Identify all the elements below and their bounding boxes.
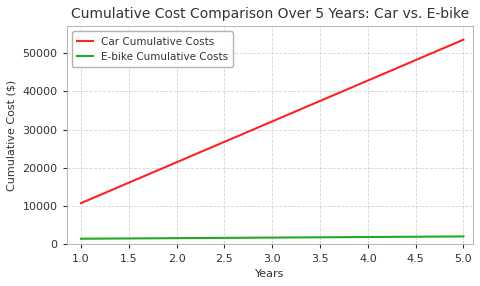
Car Cumulative Costs: [460, 38, 466, 41]
Y-axis label: Cumulative Cost ($): Cumulative Cost ($): [7, 80, 17, 191]
Car Cumulative Costs: [451, 42, 457, 45]
X-axis label: Years: Years: [255, 269, 285, 279]
Car Cumulative Costs: [262, 123, 268, 126]
Title: Cumulative Cost Comparison Over 5 Years: Car vs. E-bike: Cumulative Cost Comparison Over 5 Years:…: [71, 7, 469, 21]
E-bike Cumulative Costs: [306, 236, 312, 239]
E-bike Cumulative Costs: [285, 236, 291, 239]
Line: E-bike Cumulative Costs: E-bike Cumulative Costs: [81, 237, 463, 239]
E-bike Cumulative Costs: [260, 236, 265, 239]
Car Cumulative Costs: [260, 124, 265, 127]
E-bike Cumulative Costs: [78, 237, 84, 241]
Line: Car Cumulative Costs: Car Cumulative Costs: [81, 40, 463, 203]
Car Cumulative Costs: [78, 201, 84, 205]
E-bike Cumulative Costs: [262, 236, 268, 239]
Car Cumulative Costs: [306, 104, 312, 108]
Car Cumulative Costs: [285, 113, 291, 116]
Car Cumulative Costs: [392, 67, 397, 71]
E-bike Cumulative Costs: [451, 235, 457, 238]
E-bike Cumulative Costs: [392, 235, 397, 239]
E-bike Cumulative Costs: [460, 235, 466, 238]
Legend: Car Cumulative Costs, E-bike Cumulative Costs: Car Cumulative Costs, E-bike Cumulative …: [72, 31, 233, 67]
